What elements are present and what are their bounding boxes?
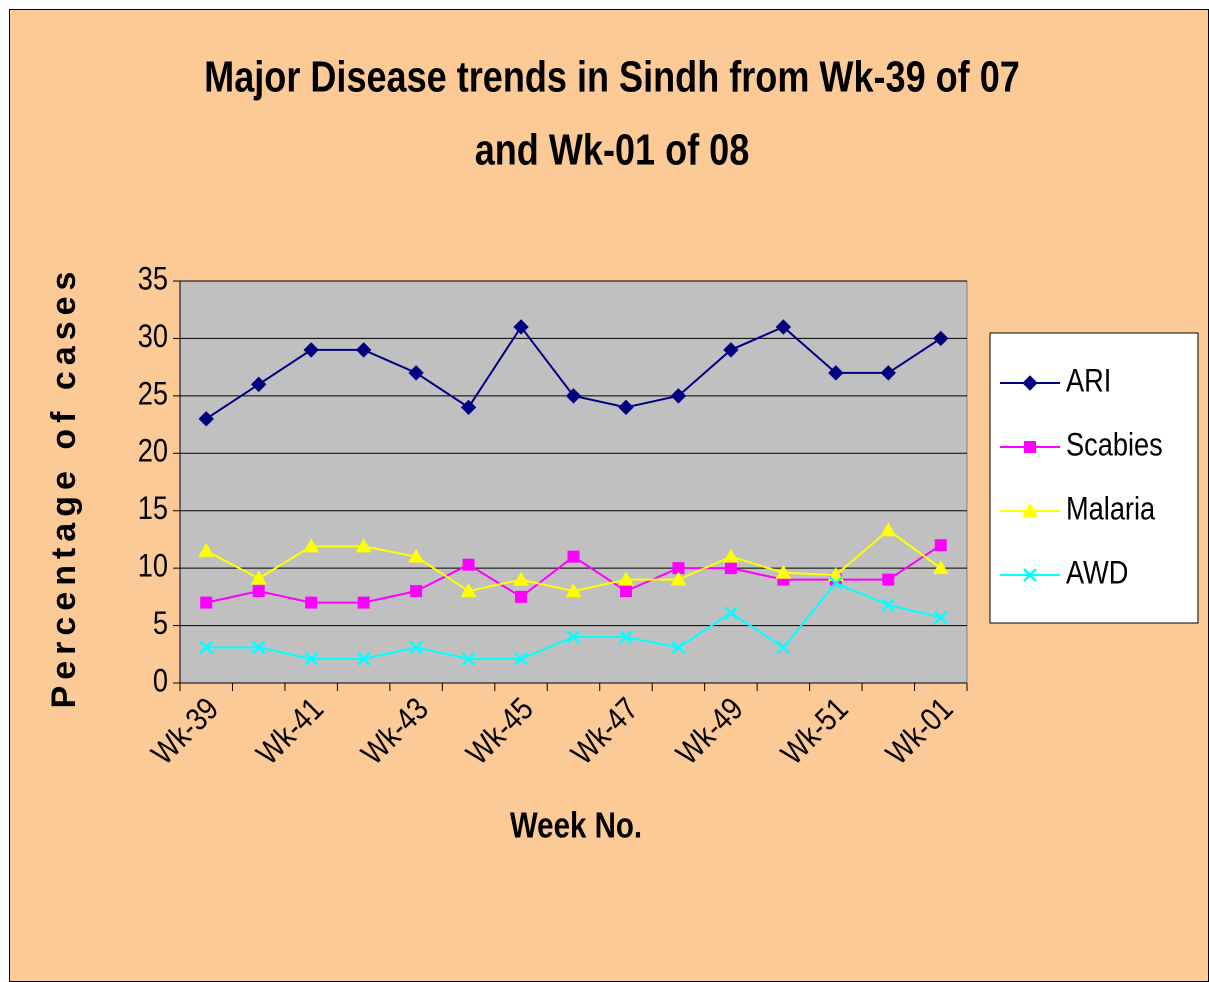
- y-tick-label: 15: [138, 491, 168, 527]
- point: [355, 538, 372, 553]
- legend-marker: [1023, 568, 1037, 582]
- point: [933, 610, 948, 625]
- point: [934, 539, 947, 552]
- point: [723, 342, 739, 358]
- point: [514, 651, 528, 666]
- point: [408, 548, 425, 563]
- point: [882, 573, 895, 586]
- point: [460, 583, 477, 598]
- point: [880, 522, 897, 537]
- point: [880, 365, 897, 381]
- legend-marker: [1022, 503, 1038, 517]
- point: [515, 590, 528, 603]
- point: [670, 388, 687, 404]
- point: [303, 538, 320, 553]
- legend-marker: [1024, 441, 1036, 453]
- point: [462, 558, 475, 571]
- y-tick-label: 30: [138, 319, 168, 355]
- point: [357, 596, 370, 609]
- point: [670, 571, 687, 586]
- y-tick-label: 25: [138, 376, 168, 412]
- point: [356, 651, 371, 666]
- point: [303, 342, 319, 358]
- chart-title: Major Disease trends in Sindh from Wk-39…: [204, 52, 1020, 101]
- point: [724, 562, 737, 575]
- point: [672, 562, 685, 575]
- y-tick-label: 5: [153, 606, 168, 642]
- point: [722, 548, 739, 563]
- point: [198, 542, 215, 557]
- point: [724, 606, 738, 620]
- point: [251, 640, 266, 655]
- y-tick-label: 20: [138, 434, 168, 470]
- y-tick-label: 35: [138, 261, 168, 297]
- point: [304, 651, 319, 666]
- point: [933, 330, 949, 347]
- legend-label: ARI: [1066, 363, 1111, 399]
- point: [410, 585, 423, 598]
- y-tick-label: 10: [138, 549, 168, 585]
- point: [567, 550, 580, 563]
- point: [932, 560, 949, 575]
- legend-label: Malaria: [1066, 491, 1156, 527]
- point: [775, 564, 792, 579]
- point: [199, 640, 214, 655]
- point: [565, 388, 582, 404]
- x-axis-label: Week No.: [510, 805, 642, 845]
- point: [617, 571, 634, 586]
- point: [619, 630, 633, 644]
- y-tick-label: 0: [153, 663, 168, 699]
- point: [881, 598, 896, 612]
- point: [460, 399, 477, 416]
- legend-label: Scabies: [1066, 427, 1163, 463]
- point: [828, 576, 843, 590]
- point: [305, 596, 318, 609]
- plot-area: [179, 280, 968, 684]
- point: [513, 319, 529, 335]
- chart-title: and Wk-01 of 08: [475, 125, 750, 174]
- point: [461, 651, 476, 666]
- point: [408, 365, 424, 381]
- point: [619, 585, 632, 598]
- point: [252, 585, 265, 598]
- legend-marker: [1022, 375, 1038, 391]
- point: [250, 376, 267, 393]
- point: [513, 571, 530, 586]
- point: [566, 630, 581, 644]
- point: [565, 583, 582, 598]
- point: [409, 640, 423, 655]
- point: [200, 596, 213, 609]
- point: [776, 640, 791, 655]
- point: [828, 365, 844, 381]
- point: [355, 342, 372, 358]
- point: [775, 319, 792, 335]
- point: [671, 640, 686, 655]
- y-axis-label: Percentage of cases: [45, 266, 83, 709]
- point: [250, 570, 267, 585]
- point: [198, 411, 214, 427]
- point: [618, 399, 634, 416]
- legend-label: AWD: [1066, 555, 1128, 591]
